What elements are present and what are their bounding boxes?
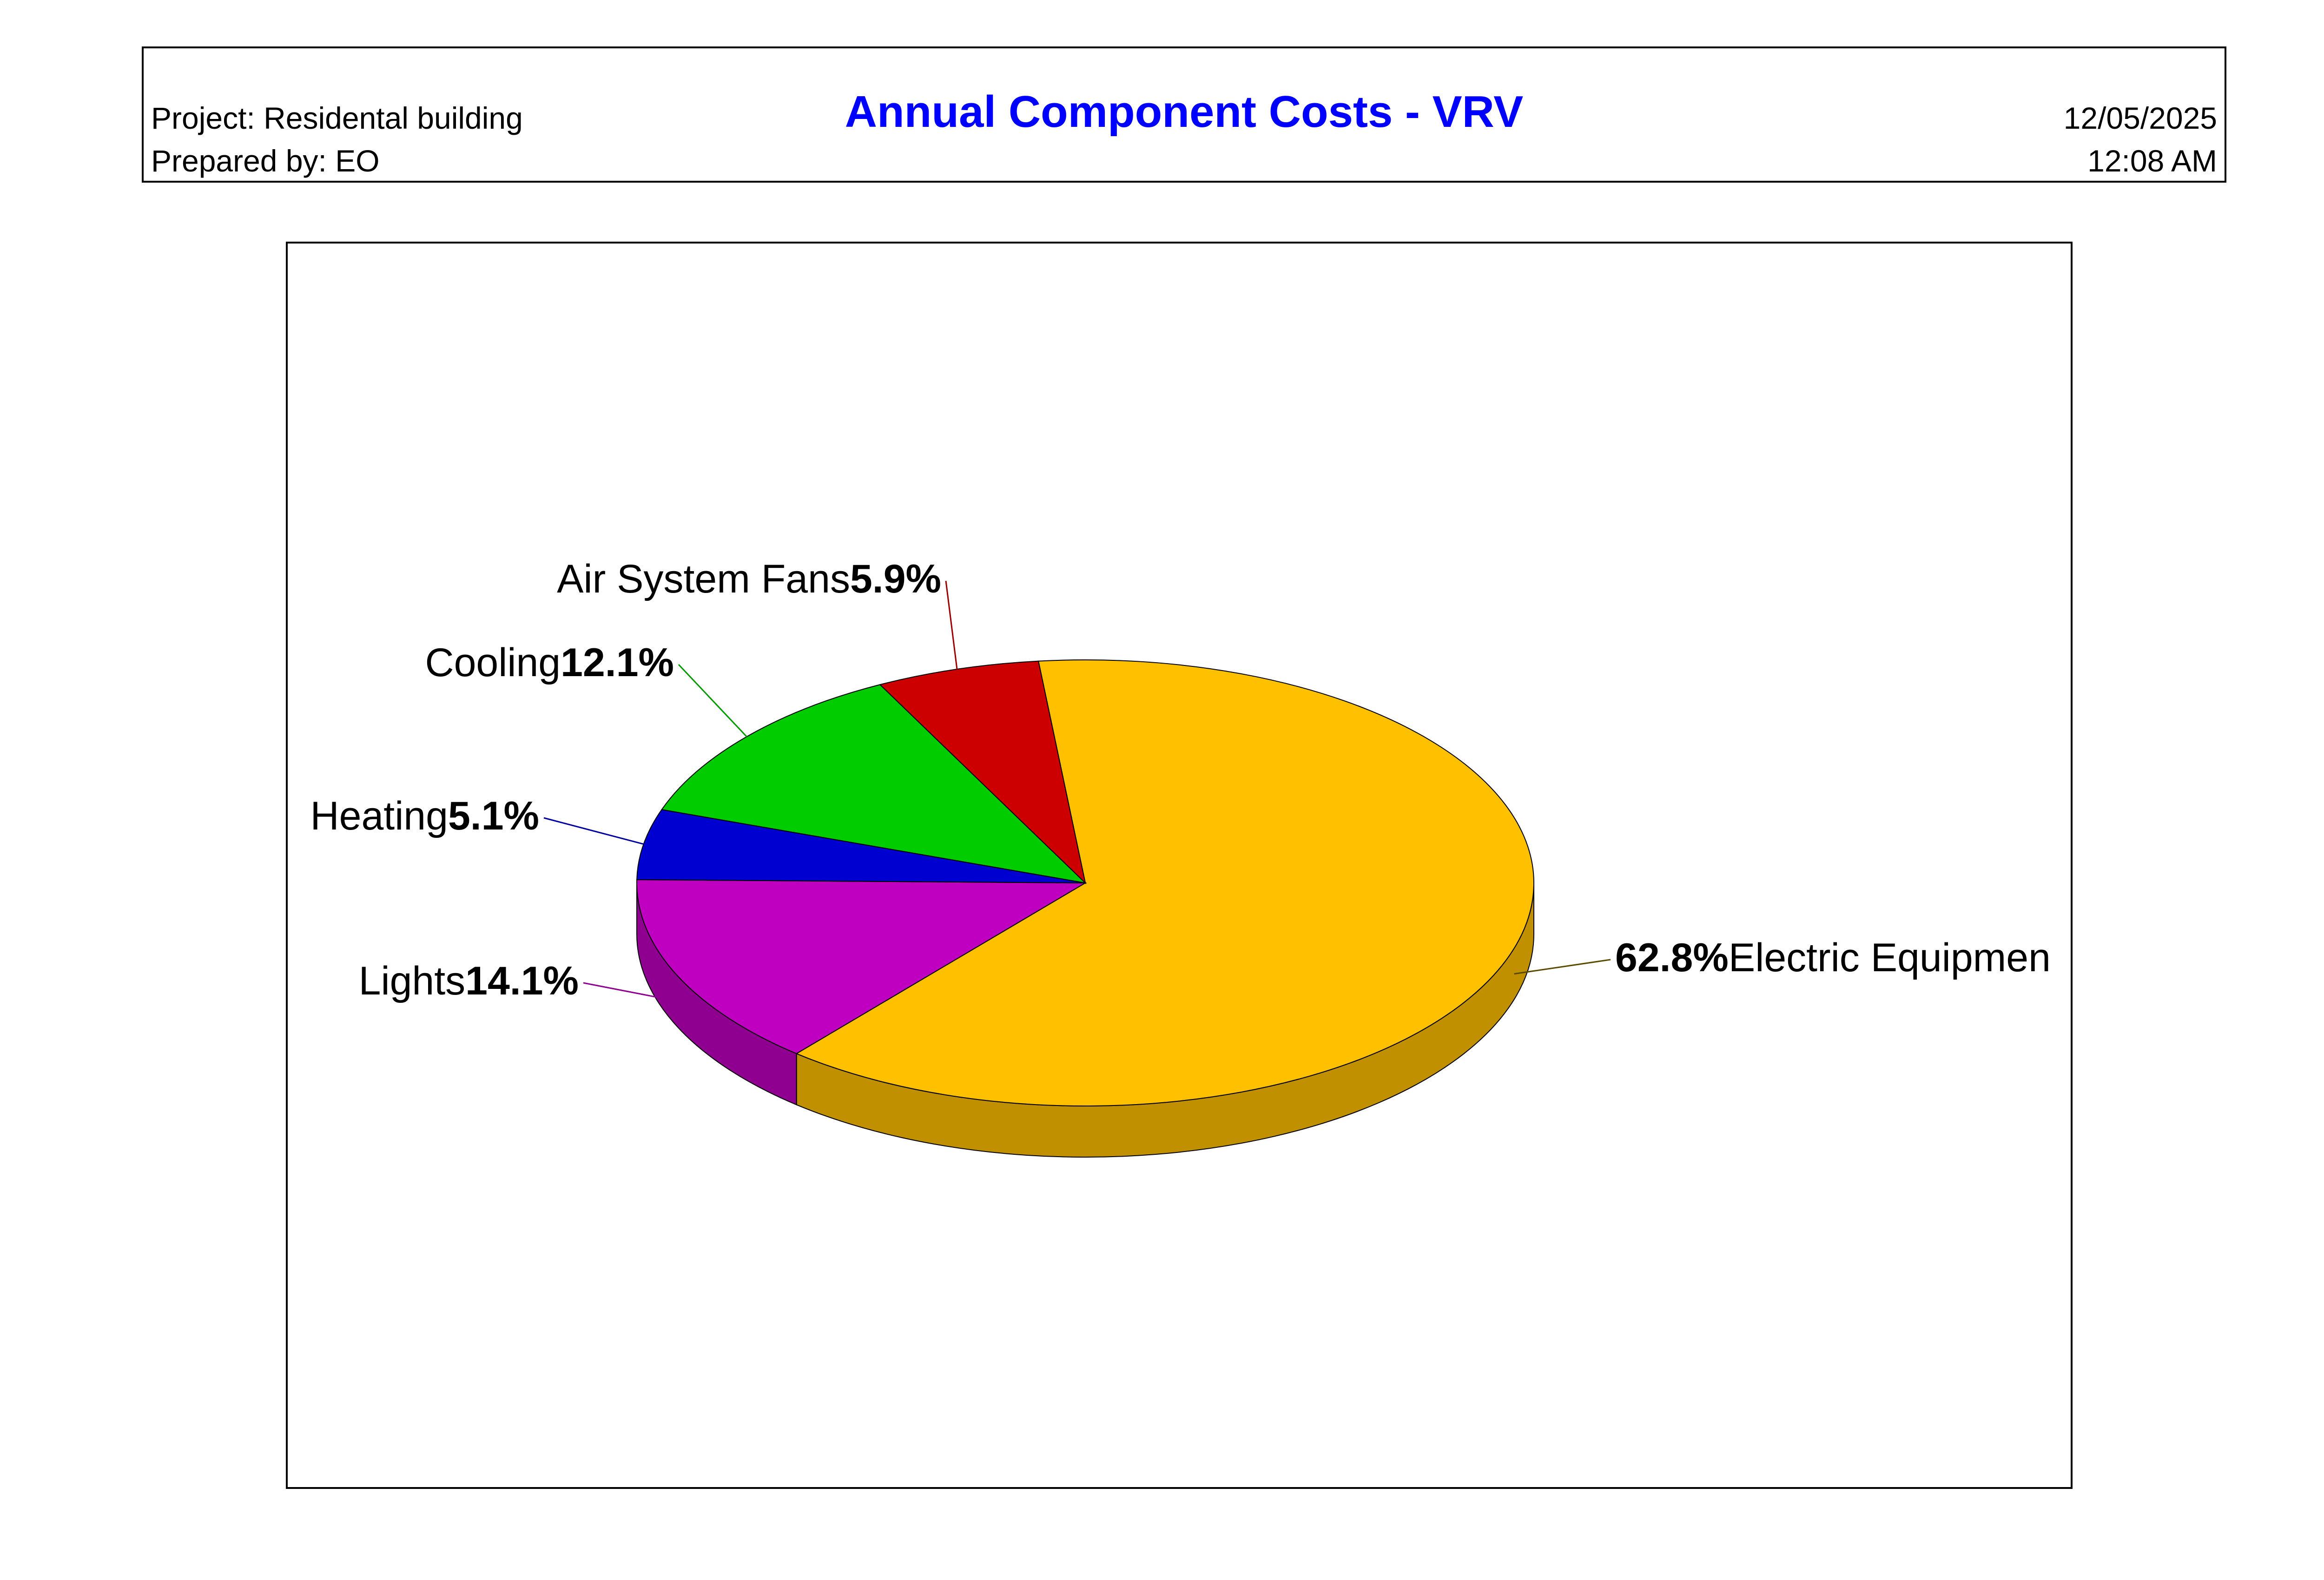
- report-title: Annual Component Costs - VRV: [845, 87, 1524, 137]
- leader-line-heating: [543, 817, 644, 845]
- leader-line-lights: [583, 982, 678, 1002]
- slice-name-air-system-fans: Air System Fans: [557, 557, 850, 601]
- slice-label-electric-equipment: 62.8%Electric Equipmen: [1615, 935, 2051, 980]
- report-header: Annual Component Costs - VRV Project: Re…: [142, 46, 2226, 183]
- slice-label-air-system-fans: Air System Fans5.9%: [557, 557, 941, 601]
- slice-label-heating: Heating5.1%: [310, 794, 539, 838]
- pie-slice-cooling: [660, 684, 1087, 884]
- slice-value-electric-equipment: 62.8%: [1615, 935, 1729, 980]
- leader-line-air-system-fans: [945, 580, 958, 670]
- slice-value-air-system-fans: 5.9%: [850, 557, 941, 601]
- slice-value-lights: 14.1%: [465, 959, 579, 1003]
- report-time: 12:08 AM: [2087, 144, 2217, 178]
- project-name: Project: Residental building: [151, 101, 523, 135]
- prepared-by: Prepared by: EO: [151, 144, 380, 178]
- slice-value-cooling: 12.1%: [561, 640, 674, 685]
- slice-value-heating: 5.1%: [448, 794, 539, 838]
- leader-line-electric-equipment: [1514, 959, 1611, 975]
- report-date: 12/05/2025: [2063, 101, 2217, 135]
- slice-label-lights: Lights14.1%: [359, 959, 579, 1003]
- slice-name-lights: Lights: [359, 959, 466, 1003]
- slice-name-electric-equipment: Electric Equipmen: [1729, 935, 2051, 980]
- slice-name-heating: Heating: [310, 794, 448, 838]
- pie-top-layer: [636, 659, 1534, 1106]
- slice-name-cooling: Cooling: [425, 640, 561, 685]
- pie-slice-electric-equipment: [795, 659, 1534, 1106]
- pie-label-layer: 62.8%Electric Equipmen Lights14.1% Heating…: [310, 557, 2051, 1003]
- leader-line-cooling: [678, 664, 747, 737]
- pie-slice-lights: [636, 879, 1087, 1054]
- slice-label-cooling: Cooling12.1%: [425, 640, 674, 685]
